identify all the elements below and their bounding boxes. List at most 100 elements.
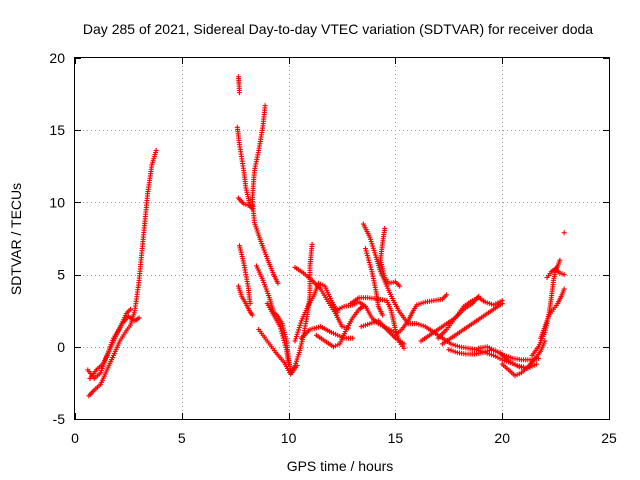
data-point	[368, 264, 374, 270]
data-point	[275, 280, 281, 286]
x-tick-labels: 0 5 10 15 20 25	[71, 430, 617, 446]
data-point	[401, 345, 407, 351]
data-point	[298, 320, 304, 326]
data-point	[368, 266, 374, 272]
data-point	[295, 329, 301, 335]
series-track-w	[392, 292, 450, 338]
data-point	[292, 338, 298, 344]
series-track-g	[249, 103, 281, 286]
data-point	[247, 300, 253, 306]
data-point	[128, 306, 134, 312]
data-point	[370, 245, 376, 251]
data-point	[533, 361, 539, 367]
data-point	[281, 337, 287, 343]
data-point	[370, 243, 376, 249]
data-point	[368, 239, 374, 245]
data-point	[278, 326, 284, 332]
data-point	[364, 250, 370, 256]
x-tick-label: 0	[71, 430, 79, 446]
x-axis-label: GPS time / hours	[287, 458, 394, 474]
data-point	[294, 331, 300, 337]
series-track-ff	[538, 286, 567, 341]
data-point	[362, 246, 368, 252]
data-point	[364, 253, 370, 259]
grid	[75, 58, 609, 419]
data-point	[153, 147, 159, 153]
series-track-v	[348, 295, 407, 351]
y-tick-label: 15	[49, 122, 65, 138]
data-point	[380, 312, 386, 318]
series-track-hh	[561, 230, 567, 236]
series-track-n	[292, 280, 341, 344]
data-point	[296, 325, 302, 331]
series-track-i	[235, 283, 255, 318]
data-point	[136, 315, 142, 321]
data-point	[366, 259, 372, 265]
series-track-u	[377, 225, 403, 289]
series-track-x	[405, 321, 539, 371]
y-tick-label: -5	[53, 411, 66, 427]
plot-frame	[74, 57, 610, 420]
data-point	[365, 255, 371, 261]
x-tick-label: 15	[388, 430, 404, 446]
data-point	[283, 344, 289, 350]
series-track-s	[362, 246, 386, 318]
data-point	[236, 90, 242, 96]
data-point	[294, 363, 300, 369]
data-point	[476, 293, 482, 299]
chart-title: Day 285 of 2021, Sidereal Day-to-day VTE…	[83, 21, 593, 37]
series-track-a	[86, 147, 159, 399]
data-point	[367, 236, 373, 242]
y-axis-label: SDTVAR / TECUs	[8, 183, 24, 295]
data-point	[371, 248, 377, 254]
data-point	[309, 241, 315, 247]
series-track-h	[236, 243, 253, 306]
data-point	[278, 328, 284, 334]
x-tick-label: 10	[281, 430, 297, 446]
data-point	[296, 327, 302, 333]
data-point	[444, 292, 450, 298]
data-point	[366, 257, 372, 263]
data-point	[279, 331, 285, 337]
series-track-z	[439, 300, 505, 347]
data-point	[297, 322, 303, 328]
data-point	[397, 283, 403, 289]
y-tick-label: 20	[49, 50, 65, 66]
data-point	[280, 333, 286, 339]
y-tick-label: 5	[57, 267, 65, 283]
data-point	[499, 300, 505, 306]
data-point	[363, 248, 369, 254]
data-point	[561, 230, 567, 236]
y-tick-label: 0	[57, 339, 65, 355]
series-track-l	[264, 300, 292, 367]
data-point	[372, 252, 378, 258]
data-point	[367, 262, 373, 268]
data-point	[293, 336, 299, 342]
x-tick-label: 20	[494, 430, 510, 446]
series-track-k	[256, 326, 300, 377]
data-point	[350, 335, 356, 341]
y-tick-labels: -5 0 5 10 15 20	[49, 50, 65, 427]
data-point	[372, 250, 378, 256]
x-tick-label: 25	[601, 430, 617, 446]
data-point	[369, 241, 375, 247]
data-point	[286, 361, 292, 367]
data-point	[280, 335, 286, 341]
data-point	[277, 324, 283, 330]
data-point	[557, 257, 563, 263]
series-track-d	[235, 74, 242, 96]
series-track-c	[85, 306, 134, 382]
data-point	[367, 234, 373, 240]
series-track-dd	[499, 338, 548, 379]
data-point	[561, 272, 567, 278]
x-tick-label: 5	[178, 430, 186, 446]
data-point	[561, 286, 567, 292]
y-tick-label: 10	[49, 194, 65, 210]
data-point	[249, 312, 255, 318]
data-point	[521, 364, 527, 370]
series-track-gg	[544, 266, 567, 280]
series-track-aa	[435, 293, 482, 341]
data-point	[282, 342, 288, 348]
data-point	[293, 334, 299, 340]
